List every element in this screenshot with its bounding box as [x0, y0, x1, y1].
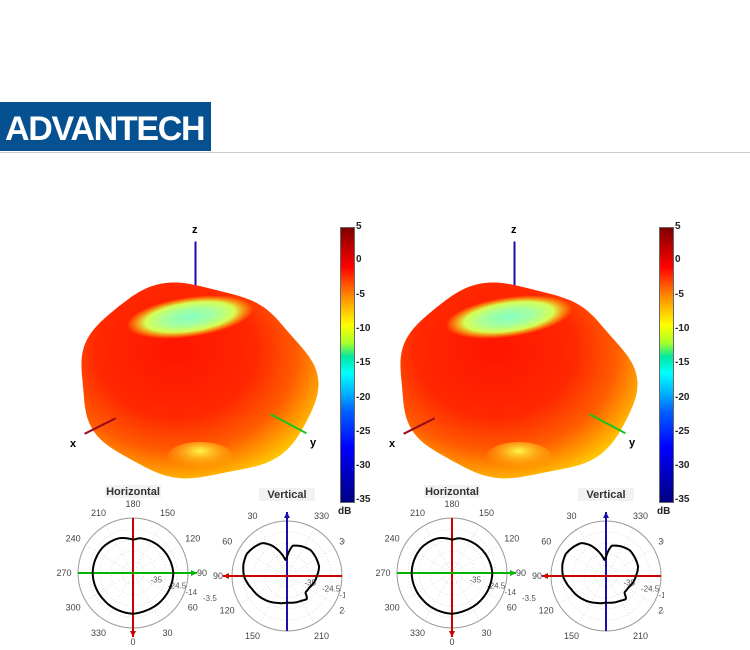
svg-text:-3.5: -3.5 — [522, 594, 536, 603]
svg-text:150: 150 — [245, 631, 260, 641]
svg-text:270: 270 — [56, 568, 71, 578]
svg-text:150: 150 — [564, 631, 579, 641]
svg-text:90: 90 — [197, 568, 207, 578]
svg-text:-14: -14 — [505, 588, 517, 597]
svg-text:-24.5: -24.5 — [641, 585, 660, 594]
svg-text:180: 180 — [444, 499, 459, 509]
svg-text:300: 300 — [66, 603, 81, 613]
svg-text:90: 90 — [213, 571, 223, 581]
svg-text:Vertical: Vertical — [586, 489, 625, 501]
svg-text:-14: -14 — [186, 588, 198, 597]
svg-text:150: 150 — [160, 508, 175, 518]
svg-text:Horizontal: Horizontal — [425, 486, 479, 498]
svg-text:30: 30 — [247, 511, 257, 521]
svg-text:-35: -35 — [151, 575, 163, 584]
svg-text:60: 60 — [188, 603, 198, 613]
svg-text:-3.5: -3.5 — [203, 594, 217, 603]
svg-text:120: 120 — [504, 534, 519, 544]
svg-text:Horizontal: Horizontal — [106, 486, 160, 498]
svg-text:150: 150 — [479, 508, 494, 518]
svg-text:z: z — [511, 224, 517, 236]
svg-text:330: 330 — [91, 628, 106, 638]
svg-text:60: 60 — [222, 537, 232, 547]
svg-text:30: 30 — [481, 628, 491, 638]
svg-text:90: 90 — [516, 568, 526, 578]
svg-text:30: 30 — [566, 511, 576, 521]
svg-text:y: y — [629, 437, 636, 449]
svg-text:z: z — [192, 224, 198, 236]
svg-text:0: 0 — [449, 637, 454, 647]
svg-text:x: x — [70, 438, 77, 450]
svg-text:210: 210 — [410, 508, 425, 518]
svg-text:60: 60 — [541, 537, 551, 547]
svg-text:x: x — [389, 438, 396, 450]
svg-text:270: 270 — [375, 568, 390, 578]
svg-text:ADVANTECH: ADVANTECH — [6, 110, 204, 148]
svg-text:180: 180 — [125, 499, 140, 509]
svg-text:300: 300 — [385, 603, 400, 613]
svg-text:210: 210 — [633, 631, 648, 641]
svg-text:0: 0 — [130, 637, 135, 647]
svg-text:240: 240 — [385, 534, 400, 544]
svg-text:240: 240 — [66, 534, 81, 544]
svg-text:-14: -14 — [659, 591, 665, 600]
svg-text:y: y — [310, 437, 317, 449]
svg-text:Vertical: Vertical — [267, 489, 306, 501]
svg-text:120: 120 — [220, 606, 235, 616]
svg-text:-35: -35 — [470, 575, 482, 584]
svg-text:120: 120 — [185, 534, 200, 544]
svg-text:330: 330 — [410, 628, 425, 638]
svg-text:90: 90 — [532, 571, 542, 581]
svg-text:30: 30 — [162, 628, 172, 638]
svg-text:240: 240 — [658, 606, 664, 616]
svg-text:210: 210 — [91, 508, 106, 518]
svg-text:330: 330 — [633, 511, 648, 521]
svg-text:300: 300 — [658, 537, 664, 547]
svg-text:60: 60 — [507, 603, 517, 613]
svg-text:120: 120 — [539, 606, 554, 616]
